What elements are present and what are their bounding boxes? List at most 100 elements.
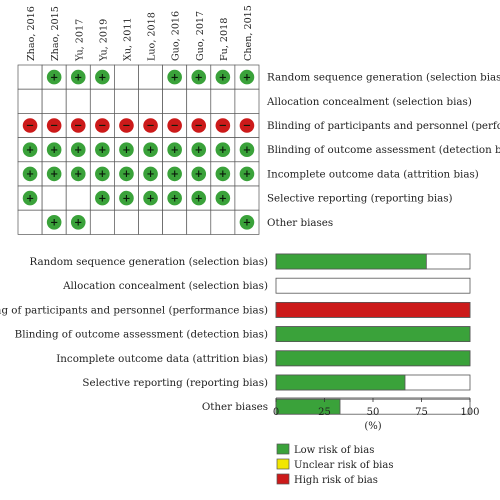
judgement-low-marker	[215, 142, 231, 157]
judgement-low-marker	[95, 190, 110, 206]
x-axis-title: (%)	[364, 421, 381, 432]
bar-category-label: Blinding of participants and personnel (…	[0, 304, 268, 316]
judgement-low-marker	[215, 166, 231, 182]
judgement-low-marker	[119, 190, 134, 206]
bar-segment	[275, 374, 406, 391]
judgement-low-marker	[143, 142, 158, 157]
judgement-symbol: +	[122, 193, 130, 204]
summary-cell	[114, 88, 139, 114]
chart-legend: Low risk of bias Unclear risk of bias High…	[276, 443, 393, 486]
summary-cell	[41, 88, 67, 114]
judgement-symbol: −	[219, 121, 227, 132]
judgement-low-marker	[143, 166, 158, 182]
bar-segment	[275, 253, 427, 270]
summary-cell	[138, 64, 163, 90]
judgement-low-marker	[22, 166, 38, 182]
bar-track	[275, 277, 471, 294]
judgement-low-marker	[95, 69, 110, 85]
bar-category-label: Selective reporting (reporting bias)	[82, 377, 268, 389]
judgement-high-marker	[143, 118, 158, 133]
legend-label: Unclear risk of bias	[294, 460, 393, 471]
study-label: Guo, 2016	[171, 11, 182, 61]
study-label: Xu, 2011	[122, 17, 133, 61]
summary-cell	[138, 209, 163, 235]
judgement-low-marker	[191, 190, 207, 206]
summary-cell	[41, 185, 67, 211]
summary-domain-label: Blinding of participants and personnel (…	[267, 120, 500, 132]
summary-domain-label: Random sequence generation (selection bi…	[267, 72, 500, 84]
legend-swatch	[276, 458, 290, 470]
judgement-low-marker	[239, 166, 255, 182]
judgement-symbol: +	[74, 145, 82, 156]
summary-cell	[162, 88, 188, 114]
summary-cell	[89, 209, 115, 235]
summary-cell	[186, 137, 212, 163]
judgement-low-marker	[143, 190, 158, 206]
judgement-low-marker	[167, 69, 182, 85]
judgement-symbol: +	[243, 218, 251, 229]
judgement-symbol: +	[243, 169, 251, 180]
summary-domain-label: Selective reporting (reporting bias)	[267, 193, 453, 205]
judgement-high-marker	[119, 118, 134, 133]
study-label: Fu, 2018	[219, 18, 230, 61]
summary-cell	[138, 88, 163, 114]
judgement-symbol: +	[98, 72, 106, 83]
summary-cell	[114, 64, 139, 90]
summary-cell	[17, 64, 43, 90]
judgement-high-marker	[167, 118, 182, 133]
bar-category-label: Other biases	[202, 401, 268, 413]
judgement-symbol: +	[98, 145, 106, 156]
judgement-symbol: −	[74, 121, 82, 132]
judgement-symbol: −	[50, 121, 58, 132]
judgement-high-marker	[95, 118, 110, 133]
study-label: Yu, 2017	[74, 19, 85, 62]
judgement-symbol: +	[26, 193, 34, 204]
x-tick-label: 75	[415, 407, 428, 418]
judgement-symbol: −	[146, 121, 154, 132]
judgement-low-marker	[167, 142, 182, 157]
judgement-symbol: +	[195, 72, 203, 83]
legend-label: Low risk of bias	[294, 445, 374, 456]
judgement-symbol: +	[74, 169, 82, 180]
summary-cell	[17, 209, 43, 235]
bar-segment	[275, 301, 471, 318]
study-label: Chen, 2015	[243, 5, 254, 61]
judgement-symbol: +	[146, 193, 154, 204]
judgement-low-marker	[191, 166, 207, 182]
judgement-low-marker	[46, 215, 62, 230]
judgement-symbol: +	[170, 72, 178, 83]
judgement-symbol: −	[243, 121, 251, 132]
judgement-symbol: +	[170, 193, 178, 204]
summary-cell	[162, 209, 188, 235]
legend-swatch	[276, 443, 290, 455]
summary-domain-label: Blinding of outcome assessment (detectio…	[267, 144, 500, 156]
judgement-symbol: +	[146, 145, 154, 156]
bar-segment	[275, 326, 471, 343]
risk-of-bias-graph: Random sequence generation (selection bi…	[0, 253, 480, 432]
summary-cell	[186, 209, 212, 235]
judgement-symbol: +	[243, 72, 251, 83]
bar-category-label: Allocation concealment (selection bias)	[62, 280, 268, 292]
x-tick-label: 0	[273, 407, 279, 418]
judgement-low-marker	[215, 69, 231, 85]
judgement-high-marker	[191, 118, 207, 133]
judgement-symbol: −	[98, 121, 106, 132]
judgement-symbol: +	[26, 145, 34, 156]
judgement-symbol: +	[74, 72, 82, 83]
judgement-symbol: +	[170, 169, 178, 180]
x-tick-label: 25	[318, 407, 331, 418]
judgement-symbol: +	[219, 72, 227, 83]
judgement-low-marker	[70, 69, 86, 85]
judgement-symbol: +	[26, 169, 34, 180]
judgement-low-marker	[46, 142, 62, 157]
judgement-symbol: +	[122, 169, 130, 180]
judgement-symbol: +	[219, 193, 227, 204]
x-tick-label: 100	[460, 407, 479, 418]
study-label: Zhao, 2015	[50, 6, 61, 61]
x-tick-label: 50	[367, 407, 380, 418]
judgement-low-marker	[22, 190, 38, 206]
judgement-low-marker	[191, 69, 207, 85]
summary-cell	[114, 209, 139, 235]
judgement-low-marker	[119, 166, 134, 182]
bar-category-label: Random sequence generation (selection bi…	[30, 256, 268, 268]
